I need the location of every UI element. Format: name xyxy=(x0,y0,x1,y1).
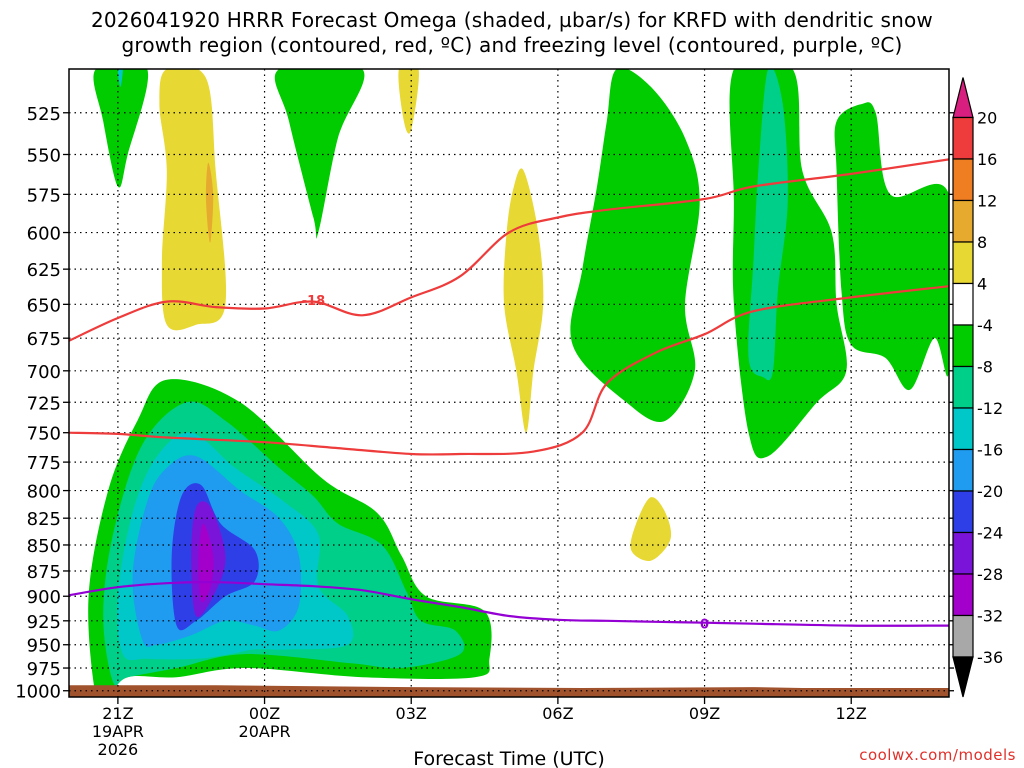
colorbar-segment xyxy=(952,614,974,658)
x-tick-label: 20APR xyxy=(239,722,291,741)
y-tick-label: 650 xyxy=(27,295,61,316)
title-line-1: 2026041920 HRRR Forecast Omega (shaded, … xyxy=(90,8,933,32)
y-tick-label: 725 xyxy=(27,393,61,414)
y-tick-label: 700 xyxy=(27,362,61,383)
y-tick-label: 750 xyxy=(27,424,61,445)
colorbar-level-label: -28 xyxy=(977,565,1003,584)
omega-region-2 xyxy=(274,69,365,239)
colorbar-level-label: 12 xyxy=(977,192,997,211)
colorbar-level-label: -32 xyxy=(977,607,1003,626)
colorbar-segment xyxy=(952,407,974,451)
y-tick-label: 900 xyxy=(27,587,61,608)
colorbar-segment xyxy=(952,199,974,243)
plot-frame xyxy=(68,68,950,698)
colorbar-level-label: -36 xyxy=(977,648,1003,667)
colorbar-level-label: 4 xyxy=(977,275,987,294)
x-axis-label: Forecast Time (UTC) xyxy=(413,748,604,768)
y-tick-label: 525 xyxy=(27,104,61,125)
y-tick-label: 925 xyxy=(27,612,61,633)
contour-line-2 xyxy=(69,581,949,627)
colorbar-bottom-arrow xyxy=(952,656,974,698)
omega-region-15 xyxy=(398,69,419,134)
omega-region-9 xyxy=(117,69,123,87)
colorbar-segment xyxy=(952,282,974,326)
colorbar-level-label: -12 xyxy=(977,399,1003,418)
colorbar-segment xyxy=(952,531,974,575)
y-tick-label: 1000 xyxy=(15,682,61,703)
x-tick-label: 21Z xyxy=(102,704,133,723)
contour-label: 0 xyxy=(700,618,709,633)
y-tick-label: 625 xyxy=(27,260,61,281)
omega-shaded-layer xyxy=(88,69,949,697)
colorbar-segment xyxy=(952,241,974,285)
colorbar-segment xyxy=(952,116,974,160)
y-tick-label: 800 xyxy=(27,482,61,503)
omega-region-18 xyxy=(205,162,214,243)
colorbar-segment xyxy=(952,448,974,492)
colorbar-segment xyxy=(952,573,974,617)
colorbar-segment xyxy=(952,158,974,202)
y-tick-label: 600 xyxy=(27,224,61,245)
colorbar-level-label: 16 xyxy=(977,150,997,169)
x-tick-label: 00Z xyxy=(249,704,280,723)
colorbar-level-label: 20 xyxy=(977,109,997,128)
x-tick-label: 06Z xyxy=(542,704,573,723)
y-tick-label: 825 xyxy=(27,509,61,530)
y-axis: 525 550 575 600 625 650 675 700 725 750 775 800 825 8… xyxy=(15,104,954,703)
colorbar: 20 16 12 8 4 -4 -8 -12 -16 -20 -24 -28 -32 -36 xyxy=(952,77,1003,698)
colorbar-level-label: 8 xyxy=(977,233,987,252)
contour-line-0 xyxy=(69,158,949,342)
omega-region-16 xyxy=(503,168,544,433)
omega-region-5 xyxy=(834,102,949,390)
omega-region-7 xyxy=(748,69,788,381)
omega-region-17 xyxy=(630,497,672,561)
colorbar-level-label: -16 xyxy=(977,441,1003,460)
y-tick-label: 575 xyxy=(27,185,61,206)
credit-text: coolwx.com/models xyxy=(859,746,1016,764)
colorbar-level-label: -8 xyxy=(977,358,993,377)
omega-region-1 xyxy=(93,69,149,188)
colorbar-level-label: -20 xyxy=(977,482,1003,501)
y-tick-label: 775 xyxy=(27,453,61,474)
y-tick-label: 675 xyxy=(27,329,61,350)
x-tick-label: 09Z xyxy=(689,704,720,723)
chart-title: 2026041920 HRRR Forecast Omega (shaded, … xyxy=(0,8,1024,58)
colorbar-segment xyxy=(952,324,974,368)
y-tick-label: 950 xyxy=(27,636,61,657)
title-line-2: growth region (contoured, red, ºC) and f… xyxy=(121,33,903,57)
colorbar-segment xyxy=(952,490,974,534)
omega-region-3 xyxy=(570,69,700,422)
colorbar-top-arrow xyxy=(952,77,974,119)
x-tick-label: 19APR xyxy=(92,722,144,741)
y-tick-label: 875 xyxy=(27,562,61,583)
colorbar-level-label: -24 xyxy=(977,524,1003,543)
colorbar-segment xyxy=(952,365,974,409)
x-tick-label: 2026 xyxy=(98,740,139,759)
x-tick-label: 12Z xyxy=(836,704,867,723)
contour-line-1 xyxy=(69,285,949,456)
x-tick-label: 03Z xyxy=(396,704,427,723)
y-tick-label: 975 xyxy=(27,659,61,680)
contour-layer: -18 0 xyxy=(69,158,949,633)
omega-region-14 xyxy=(159,69,227,331)
contour-label: -18 xyxy=(302,294,326,309)
y-tick-label: 850 xyxy=(27,536,61,557)
y-tick-label: 550 xyxy=(27,145,61,166)
colorbar-level-label: -4 xyxy=(977,316,993,335)
